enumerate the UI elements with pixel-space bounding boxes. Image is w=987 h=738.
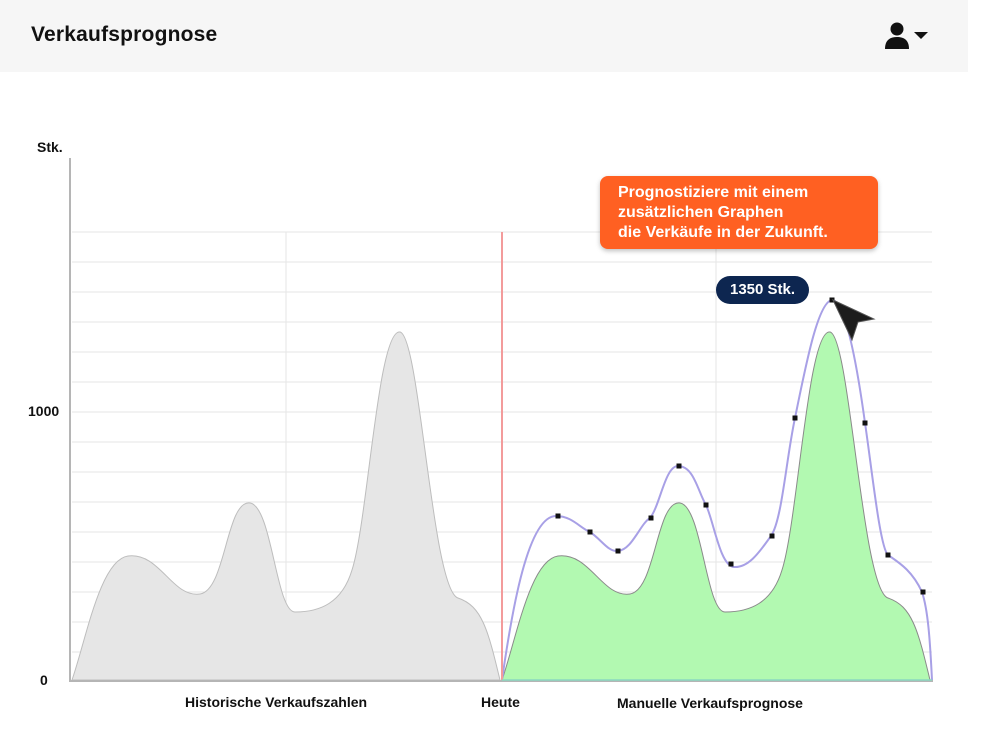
historical-sales-area bbox=[71, 331, 501, 681]
data-point bbox=[676, 463, 682, 469]
data-point bbox=[769, 533, 775, 539]
manual-forecast-line bbox=[501, 298, 933, 681]
data-point bbox=[792, 415, 798, 421]
data-point bbox=[862, 420, 868, 426]
user-icon bbox=[885, 22, 928, 49]
hint-tooltip: Prognostiziere mit einem zusätzlichen Gr… bbox=[600, 176, 878, 249]
data-point bbox=[615, 548, 621, 554]
data-point bbox=[648, 515, 654, 521]
data-point bbox=[829, 297, 835, 303]
header-bar: Verkaufsprognose bbox=[0, 0, 968, 72]
app-title: Verkaufsprognose bbox=[31, 23, 218, 46]
cursor-arrow-icon bbox=[831, 298, 876, 342]
caret-down-icon bbox=[914, 32, 928, 39]
data-point bbox=[555, 513, 561, 519]
manual-forecast-points[interactable] bbox=[555, 297, 926, 595]
data-point bbox=[920, 589, 926, 595]
data-point bbox=[703, 502, 709, 508]
y-tick-1000: 1000 bbox=[28, 403, 60, 419]
x-label-forecast: Manuelle Verkaufsprognose bbox=[617, 695, 803, 711]
data-point bbox=[728, 561, 734, 567]
x-label-historical: Historische Verkaufszahlen bbox=[185, 694, 368, 710]
forecast-sales-area bbox=[501, 331, 931, 681]
x-label-today: Heute bbox=[481, 694, 520, 710]
y-tick-0: 0 bbox=[40, 672, 48, 688]
hint-line-3: die Verkäufe in der Zukunft. bbox=[618, 224, 828, 241]
data-point bbox=[587, 529, 593, 535]
value-tooltip: 1350 Stk. bbox=[716, 276, 810, 304]
user-menu[interactable] bbox=[882, 20, 932, 52]
hint-line-1: Prognostiziere mit einem bbox=[618, 184, 809, 201]
data-point bbox=[885, 552, 891, 558]
y-axis-unit-label: Stk. bbox=[37, 139, 63, 155]
hint-line-2: zusätzlichen Graphen bbox=[618, 204, 784, 221]
